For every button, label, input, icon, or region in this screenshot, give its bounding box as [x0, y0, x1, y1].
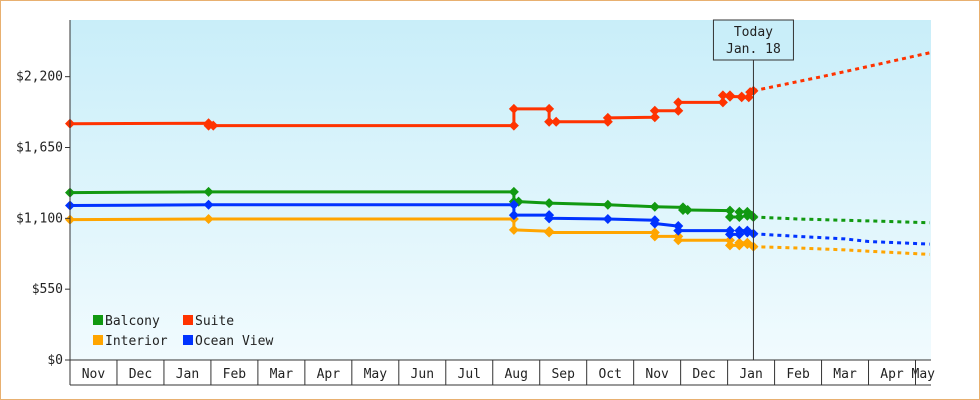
data-point — [203, 213, 214, 224]
data-point — [203, 199, 214, 210]
data-point — [649, 105, 660, 116]
series-layer — [65, 51, 930, 256]
y-tick-label: $1,100 — [16, 211, 63, 226]
projection-line-ocean-view — [753, 232, 930, 246]
data-point — [544, 227, 555, 238]
data-point — [544, 116, 555, 127]
legend: Balcony Suite Interior Ocean View — [93, 314, 273, 349]
data-point — [551, 116, 562, 127]
month-label: Jun — [411, 367, 434, 382]
data-point — [724, 91, 735, 102]
month-label: Jan — [176, 367, 199, 382]
legend-swatch — [183, 335, 193, 345]
plot-area — [70, 20, 931, 360]
month-label: Feb — [223, 367, 247, 382]
data-point — [734, 206, 745, 217]
month-label: Jul — [458, 367, 481, 382]
legend-swatch — [93, 315, 103, 325]
data-point — [673, 97, 684, 108]
month-label: Mar — [270, 367, 294, 382]
data-point — [717, 90, 728, 101]
data-point — [724, 205, 735, 216]
data-point — [673, 105, 684, 116]
data-point — [544, 198, 555, 209]
projection-line-interior — [753, 245, 930, 256]
projection-line-balcony — [753, 215, 930, 225]
month-label: Dec — [692, 367, 715, 382]
data-point — [649, 201, 660, 212]
data-point — [602, 199, 613, 210]
data-point — [682, 204, 693, 215]
data-point — [734, 237, 745, 248]
data-point — [717, 97, 728, 108]
y-tick-label: $0 — [47, 353, 63, 368]
month-label: Aug — [504, 367, 527, 382]
data-point — [602, 112, 613, 123]
data-point — [649, 231, 660, 242]
legend-label: Suite — [195, 314, 234, 329]
legend-swatch — [93, 335, 103, 345]
data-point — [734, 212, 745, 223]
data-point — [544, 213, 555, 224]
legend-label: Balcony — [105, 314, 160, 329]
today-date: Jan. 18 — [726, 42, 781, 57]
month-label: Nov — [645, 367, 669, 382]
data-point — [208, 120, 219, 131]
month-label: May — [364, 367, 388, 382]
y-tick-label: $1,650 — [16, 141, 63, 156]
legend-swatch — [183, 315, 193, 325]
y-tick-label: $2,200 — [16, 70, 63, 85]
data-point — [508, 210, 519, 221]
projection-line-suite — [753, 51, 930, 93]
axes: $0 $550 $1,100 $1,650 $2,200 Nov Dec Jan Feb Mar A… — [16, 20, 936, 386]
data-point — [649, 218, 660, 229]
data-point — [673, 235, 684, 246]
y-tick-label: $550 — [32, 282, 63, 297]
data-point — [508, 186, 519, 197]
data-point — [736, 92, 747, 103]
data-point — [734, 225, 745, 236]
data-point — [508, 120, 519, 131]
month-label: Sep — [551, 367, 575, 382]
data-point — [724, 229, 735, 240]
data-point — [508, 224, 519, 235]
data-point — [724, 235, 735, 246]
month-label: Jan — [739, 367, 762, 382]
month-label: Mar — [833, 367, 857, 382]
month-label: Oct — [598, 367, 621, 382]
data-point — [203, 186, 214, 197]
data-point — [724, 240, 735, 251]
today-label: Today — [734, 25, 773, 40]
month-label: Apr — [317, 367, 341, 382]
month-label: Dec — [129, 367, 152, 382]
data-point — [673, 225, 684, 236]
data-point — [508, 103, 519, 114]
data-point — [649, 112, 660, 123]
month-label: Feb — [786, 367, 810, 382]
legend-label: Interior — [105, 334, 168, 349]
legend-label: Ocean View — [195, 334, 273, 349]
data-point — [508, 199, 519, 210]
today-box — [712, 19, 794, 61]
month-label: Nov — [82, 367, 106, 382]
today-marker: Today Jan. 18 — [712, 19, 794, 360]
data-point — [724, 212, 735, 223]
data-point — [544, 103, 555, 114]
data-point — [602, 213, 613, 224]
month-label: May — [912, 367, 936, 382]
month-label: Apr — [880, 367, 904, 382]
